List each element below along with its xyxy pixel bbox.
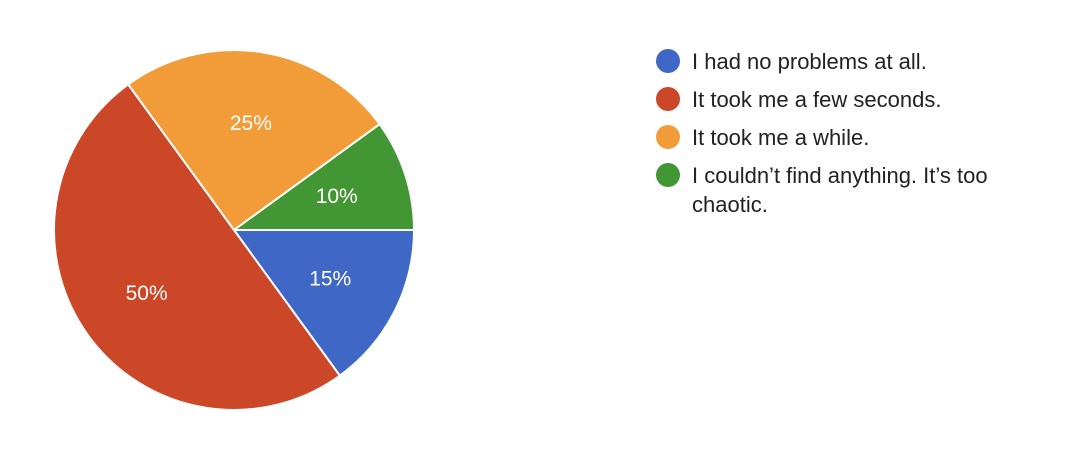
pie-chart: 15% 50% 25% 10% [53, 49, 415, 411]
legend-label-chaotic: I couldn’t find anything. It’s too chaot… [692, 163, 988, 217]
pie-slice-no-problems [233, 229, 415, 377]
legend-item-a-while: It took me a while. [656, 123, 1056, 152]
slice-label-a-while: 25% [230, 112, 272, 135]
pie-slice-few-seconds [53, 83, 341, 411]
slice-label-chaotic: 10% [316, 185, 358, 208]
legend-label-few-seconds: It took me a few seconds. [692, 87, 942, 112]
legend-item-chaotic: I couldn’t find anything. It’s too chaot… [656, 161, 1056, 219]
pie-slice-a-while [127, 49, 381, 231]
pie-slice-chaotic [233, 123, 415, 231]
legend-swatch-few-seconds [656, 87, 680, 111]
legend-label-no-problems: I had no problems at all. [692, 49, 927, 74]
legend-item-no-problems: I had no problems at all. [656, 47, 1056, 76]
legend-swatch-chaotic [656, 163, 680, 187]
slice-label-few-seconds: 50% [126, 282, 168, 305]
legend-swatch-a-while [656, 125, 680, 149]
slice-label-no-problems: 15% [309, 268, 351, 291]
legend-item-few-seconds: It took me a few seconds. [656, 85, 1056, 114]
chart-legend: I had no problems at all. It took me a f… [656, 47, 1056, 228]
legend-swatch-no-problems [656, 49, 680, 73]
legend-label-a-while: It took me a while. [692, 125, 870, 150]
